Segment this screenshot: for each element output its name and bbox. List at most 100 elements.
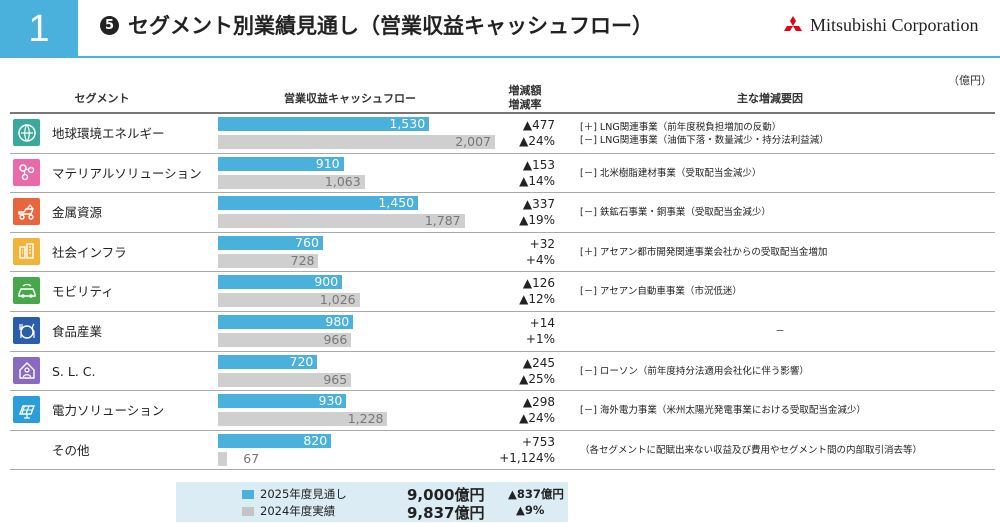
reasons-cell: [－] 海外電力事業（米州太陽光発電事業における受取配当金減少） — [580, 391, 866, 430]
buildings-icon — [13, 237, 40, 265]
segment-name: マテリアルソリューション — [52, 165, 202, 181]
bar-label-2024: 2,007 — [455, 134, 491, 149]
change-amount: ▲126 — [522, 276, 555, 291]
reasons-cell: － — [580, 312, 980, 351]
company-logo: Mitsubishi Corporation — [782, 15, 979, 36]
reason-text: [－] ローソン（前年度持分法適用会社化に伴う影響） — [580, 365, 809, 377]
bar-2025-forecast — [218, 354, 318, 369]
change-rate: ▲12% — [519, 292, 555, 307]
total-current: 9,000億円 — [407, 486, 485, 504]
bar-label-2024: 966 — [323, 332, 348, 347]
reason-text: [－] 海外電力事業（米州太陽光発電事業における受取配当金減少） — [580, 405, 866, 417]
change-amount: +14 — [529, 316, 555, 330]
legend-swatch-previous — [242, 507, 254, 516]
bar-2024-actual — [218, 293, 360, 308]
bar-2025-forecast — [218, 117, 430, 131]
reason-text: [＋] アセアン都市開発関連事業会社からの受取配当金増加 — [580, 246, 828, 258]
reason-text: [－] 鉄鉱石事業・銅事業（受取配当金減少） — [580, 207, 771, 219]
total-previous: 9,837億円 — [407, 504, 485, 522]
bar-label-2024: 1,063 — [324, 173, 361, 189]
bar-2025-forecast — [218, 315, 354, 329]
bar-2024-actual — [218, 135, 495, 149]
bar-2024-actual — [218, 333, 352, 347]
row-divider — [10, 469, 995, 471]
page-number: 1 — [0, 0, 78, 58]
bar-label-2025: 930 — [318, 393, 343, 409]
bar-label-2025: 910 — [315, 155, 340, 171]
table-row: 地球環境エネルギー 1,530 2,007 ▲477 ▲24% [＋] LNG関連事業（前… — [10, 114, 995, 153]
change-amount: ▲298 — [522, 395, 555, 410]
bar-2024-actual — [218, 451, 228, 466]
segment-name: S. L. C. — [52, 363, 96, 379]
segment-name: 食品産業 — [52, 324, 103, 339]
reasons-cell: [－] ローソン（前年度持分法適用会社化に伴う影響） — [580, 352, 809, 391]
bar-2025-forecast — [218, 156, 344, 171]
table-row: 金属資源 1,450 1,787 ▲337 ▲19% [－] 鉄鉱石事業・銅事業（受取配当… — [10, 193, 995, 232]
header-chart: 営業収益キャッシュフロー — [284, 92, 416, 105]
segment-name: 金属資源 — [52, 205, 103, 221]
segment-name: モビリティ — [52, 284, 114, 300]
bar-label-2024: 1,026 — [319, 292, 356, 308]
three-diamonds-logo-icon — [784, 15, 802, 31]
row-divider — [10, 429, 995, 431]
bar-label-2025: 980 — [325, 314, 350, 329]
reason-text: （各セグメントに配賦出来ない収益及び費用やセグメント間の内部取引消去等） — [580, 444, 923, 456]
header-divider — [78, 56, 1000, 58]
segment-name: 地球環境エネルギー — [52, 126, 165, 141]
reasons-cell: [＋] LNG関連事業（前年度税負担増加の反動） [－] LNG関連事業（油価下落… — [580, 114, 829, 153]
legend-swatch-current — [242, 490, 254, 499]
header-segment: セグメント — [74, 92, 130, 105]
bar-2025-forecast — [218, 235, 323, 250]
change-rate: ▲24% — [519, 411, 555, 426]
dish-icon — [13, 317, 40, 344]
row-divider — [10, 231, 995, 233]
bar-label-2025: 760 — [295, 234, 319, 250]
reasons-cell: （各セグメントに配賦出来ない収益及び費用やセグメント間の内部取引消去等） — [580, 431, 922, 470]
change-rate: +1,124% — [499, 450, 555, 465]
bar-2025-forecast — [218, 433, 332, 448]
title-number-badge: 5 — [100, 15, 119, 35]
reason-text: [－] 北米樹脂建材事業（受取配当金減少） — [580, 167, 762, 179]
legend-current: 2025年度見通し — [260, 487, 347, 501]
reason-text: － — [775, 326, 785, 337]
reason-text: [－] LNG関連事業（油価下落・数量減少・持分法利益減） — [580, 134, 829, 146]
title-block: 5 セグメント別業績見通し（営業収益キャッシュフロー） — [100, 10, 653, 40]
mining-truck-icon — [13, 198, 40, 226]
home-person-icon — [13, 356, 40, 384]
bar-2024-actual — [218, 253, 319, 268]
bar-label-2024: 1,787 — [424, 213, 461, 229]
page-title: セグメント別業績見通し（営業収益キャッシュフロー） — [128, 14, 653, 38]
reasons-cell: [－] 鉄鉱石事業・銅事業（受取配当金減少） — [580, 193, 771, 232]
table-row: その他 820 67 +753 +1,124% （各セグメントに配賦出来ない収益及び費用や… — [10, 431, 995, 470]
change-amount: ▲153 — [522, 157, 555, 172]
energy-plant-icon — [13, 119, 40, 146]
bar-label-2024: 1,228 — [347, 411, 384, 427]
row-divider — [10, 152, 995, 154]
row-divider — [10, 390, 995, 392]
bar-2025-forecast — [218, 196, 419, 211]
bar-2024-actual — [218, 174, 365, 189]
solar-panel-icon — [13, 396, 40, 424]
change-amount: +32 — [529, 236, 555, 251]
bar-label-2025: 720 — [289, 353, 314, 369]
row-divider — [10, 350, 995, 352]
change-rate: +1% — [525, 332, 555, 346]
header-change-amount: 増減額 — [508, 84, 542, 97]
legend-previous: 2024年度実績 — [260, 504, 336, 518]
bar-label-2025: 900 — [314, 274, 339, 290]
logo-text: Mitsubishi Corporation — [810, 15, 979, 35]
change-rate: +4% — [525, 252, 555, 267]
unit-label: （億円） — [948, 74, 992, 87]
change-amount: ▲477 — [522, 118, 555, 132]
table-row: マテリアルソリューション 910 1,063 ▲153 ▲14% [－] 北米樹脂建材事業… — [10, 154, 995, 193]
molecule-icon — [13, 158, 40, 186]
change-rate: ▲14% — [519, 173, 555, 188]
table-row: 食品産業 980 966 +14 +1% － — [10, 312, 995, 351]
reasons-cell: [－] アセアン自動車事業（市況低迷） — [580, 272, 742, 311]
bar-label-2024: 965 — [323, 371, 348, 387]
table-row: S. L. C. 720 965 ▲245 ▲25% [－] ローソン（前年度持分法適用会… — [10, 352, 995, 391]
bar-2024-actual — [218, 214, 465, 229]
table-row: 電力ソリューション 930 1,228 ▲298 ▲24% [－] 海外電力事業（米州太陽… — [10, 391, 995, 430]
bar-2024-actual — [218, 412, 388, 427]
bar-label-2024: 728 — [290, 252, 315, 268]
